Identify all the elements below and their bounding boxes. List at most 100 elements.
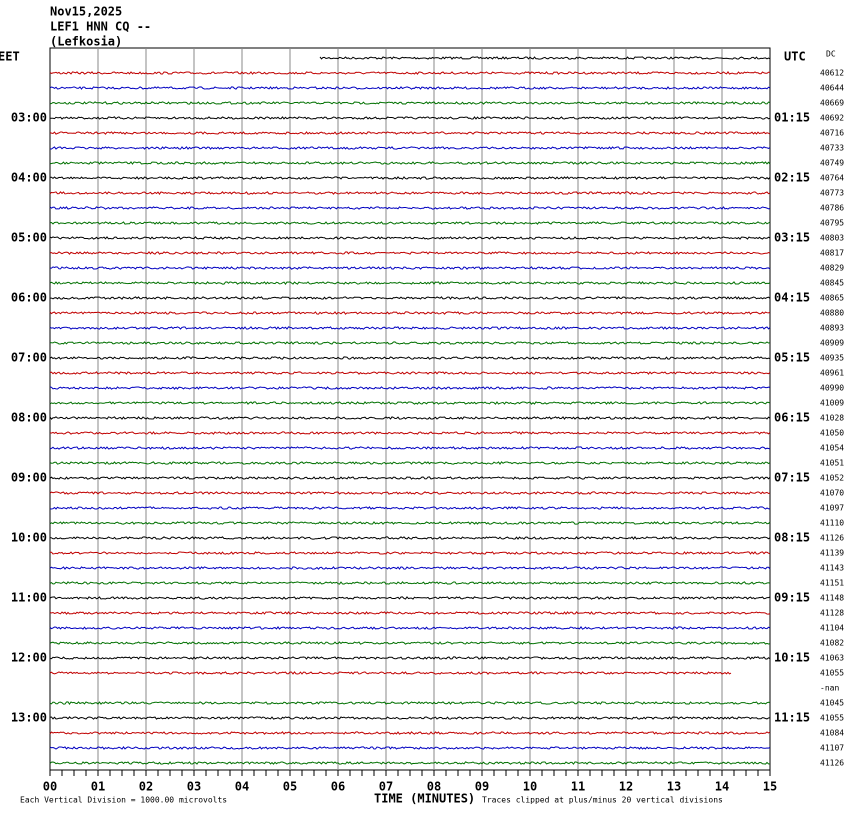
x-tick-label: 03 <box>187 780 201 794</box>
dc-value: 41082 <box>820 639 844 648</box>
date: Nov15,2025 <box>50 5 122 19</box>
x-tick-label: 07 <box>379 780 393 794</box>
trace <box>49 506 771 510</box>
trace <box>50 296 771 300</box>
dc-value: 40786 <box>820 204 844 213</box>
dc-value: 41126 <box>820 759 844 768</box>
dc-value: 40692 <box>820 114 844 123</box>
dc-value: 40773 <box>820 189 844 198</box>
station: LEF1 HNN CQ -- <box>50 20 151 34</box>
dc-value: 40935 <box>820 354 844 363</box>
trace <box>49 86 771 90</box>
right-hour-label: 06:15 <box>774 411 810 425</box>
dc-value: 41107 <box>820 744 844 753</box>
dc-value: 41110 <box>820 519 844 528</box>
dc-value: 40829 <box>820 264 844 273</box>
trace <box>49 611 771 615</box>
left-axis-title: EET <box>0 50 20 64</box>
x-tick-label: 09 <box>475 780 489 794</box>
dc-value: 41151 <box>820 579 844 588</box>
left-hour-label: 05:00 <box>11 231 47 245</box>
trace <box>50 176 771 180</box>
dc-value: 40909 <box>820 339 844 348</box>
trace <box>49 581 771 585</box>
trace <box>50 146 771 150</box>
trace <box>49 251 771 255</box>
x-tick-label: 08 <box>427 780 441 794</box>
dc-value: 40764 <box>820 174 844 183</box>
x-axis-title: TIME (MINUTES) <box>374 792 475 806</box>
trace <box>49 596 771 600</box>
clip-note: Traces clipped at plus/minus 20 vertical… <box>482 796 723 805</box>
scale-note: Each Vertical Division = 1000.00 microvo… <box>20 796 227 805</box>
trace <box>49 641 771 645</box>
trace <box>49 191 771 195</box>
trace <box>49 401 771 405</box>
left-hour-label: 03:00 <box>11 111 47 125</box>
dc-value: 41139 <box>820 549 844 558</box>
right-hour-label: 11:15 <box>774 711 810 725</box>
trace <box>49 461 771 465</box>
right-hour-label: 02:15 <box>774 171 810 185</box>
trace <box>49 356 771 360</box>
dc-value: 41084 <box>820 729 844 738</box>
trace <box>49 101 771 105</box>
trace <box>49 236 771 240</box>
dc-value: 40716 <box>820 129 844 138</box>
right-hour-label: 07:15 <box>774 471 810 485</box>
right-hour-label: 10:15 <box>774 651 810 665</box>
location: (Lefkosia) <box>50 35 122 49</box>
trace <box>49 116 771 120</box>
trace <box>49 131 771 135</box>
trace <box>50 266 771 270</box>
left-hour-label: 07:00 <box>11 351 47 365</box>
dc-value: 41097 <box>820 504 844 513</box>
right-hour-label: 08:15 <box>774 531 810 545</box>
dc-value: 41055 <box>820 714 844 723</box>
dc-value: -nan <box>820 684 839 693</box>
dc-value: 41055 <box>820 669 844 678</box>
trace <box>50 656 771 660</box>
dc-value: 40880 <box>820 309 844 318</box>
x-tick-label: 15 <box>763 780 777 794</box>
right-hour-label: 03:15 <box>774 231 810 245</box>
trace <box>49 281 771 285</box>
dc-value: 40612 <box>820 69 844 78</box>
trace <box>49 221 771 225</box>
x-tick-label: 10 <box>523 780 537 794</box>
x-tick-label: 02 <box>139 780 153 794</box>
dc-value: 40644 <box>820 84 844 93</box>
trace <box>49 476 771 480</box>
dc-value: 40990 <box>820 384 844 393</box>
trace <box>49 71 770 75</box>
left-hour-label: 09:00 <box>11 471 47 485</box>
dc-value: 40845 <box>820 279 844 288</box>
right-hour-label: 01:15 <box>774 111 810 125</box>
left-hour-label: 10:00 <box>11 531 47 545</box>
dc-value: 41126 <box>820 534 844 543</box>
dc-value: 41028 <box>820 414 844 423</box>
x-tick-label: 00 <box>43 780 57 794</box>
trace <box>49 161 771 165</box>
dc-value: 41063 <box>820 654 844 663</box>
trace <box>50 551 771 555</box>
trace <box>49 761 771 765</box>
dc-value: 41148 <box>820 594 844 603</box>
dc-value: 41045 <box>820 699 844 708</box>
trace <box>49 386 771 390</box>
trace <box>49 731 771 735</box>
dc-value: 40803 <box>820 234 844 243</box>
dc-value: 40733 <box>820 144 844 153</box>
dc-value: 40795 <box>820 219 844 228</box>
dc-value: 40817 <box>820 249 844 258</box>
dc-value: 41128 <box>820 609 844 618</box>
trace <box>49 491 771 495</box>
dc-value: 41054 <box>820 444 844 453</box>
trace <box>49 371 771 375</box>
trace <box>49 746 771 750</box>
right-hour-label: 09:15 <box>774 591 810 605</box>
dc-value: 41050 <box>820 429 844 438</box>
trace <box>49 536 771 540</box>
trace <box>49 521 771 525</box>
